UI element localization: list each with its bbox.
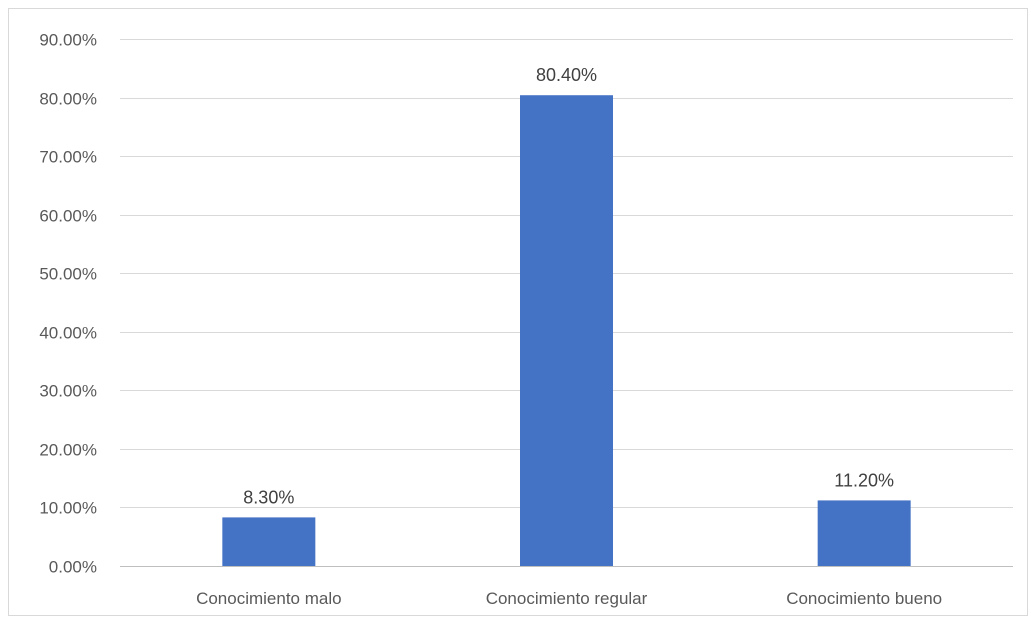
data-label: 80.40% xyxy=(536,65,597,85)
data-label: 11.20% xyxy=(834,470,894,490)
y-tick-label: 70.00% xyxy=(39,148,97,167)
y-tick-label: 10.00% xyxy=(39,499,97,518)
y-tick-label: 30.00% xyxy=(39,382,97,401)
y-tick-label: 40.00% xyxy=(39,324,97,343)
y-tick-label: 90.00% xyxy=(39,31,97,50)
x-tick-label: Conocimiento malo xyxy=(196,589,342,608)
labels: 0.00% 10.00% 20.00% 30.00% 40.00% 50.00% 60.00… xyxy=(39,31,942,609)
y-tick-label: 50.00% xyxy=(39,265,97,284)
bar xyxy=(817,500,911,566)
y-tick-label: 20.00% xyxy=(39,441,97,460)
y-tick-label: 0.00% xyxy=(49,558,97,577)
bars xyxy=(222,95,911,567)
bar xyxy=(520,95,613,567)
data-label: 8.30% xyxy=(243,487,294,507)
y-tick-label: 60.00% xyxy=(39,207,97,226)
y-tick-label: 80.00% xyxy=(39,90,97,109)
x-tick-label: Conocimiento regular xyxy=(486,589,648,608)
bar xyxy=(222,517,316,566)
x-tick-label: Conocimiento bueno xyxy=(786,589,942,608)
